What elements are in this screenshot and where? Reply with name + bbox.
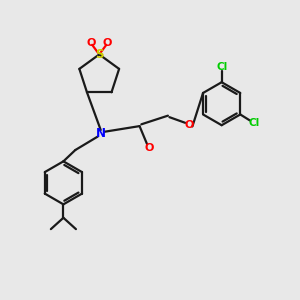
Text: O: O	[144, 142, 154, 153]
Text: N: N	[96, 127, 106, 140]
Text: Cl: Cl	[216, 62, 227, 72]
Text: O: O	[184, 120, 194, 130]
Text: Cl: Cl	[248, 118, 259, 128]
Text: O: O	[86, 38, 96, 48]
Text: S: S	[95, 48, 103, 61]
Text: O: O	[103, 38, 112, 48]
